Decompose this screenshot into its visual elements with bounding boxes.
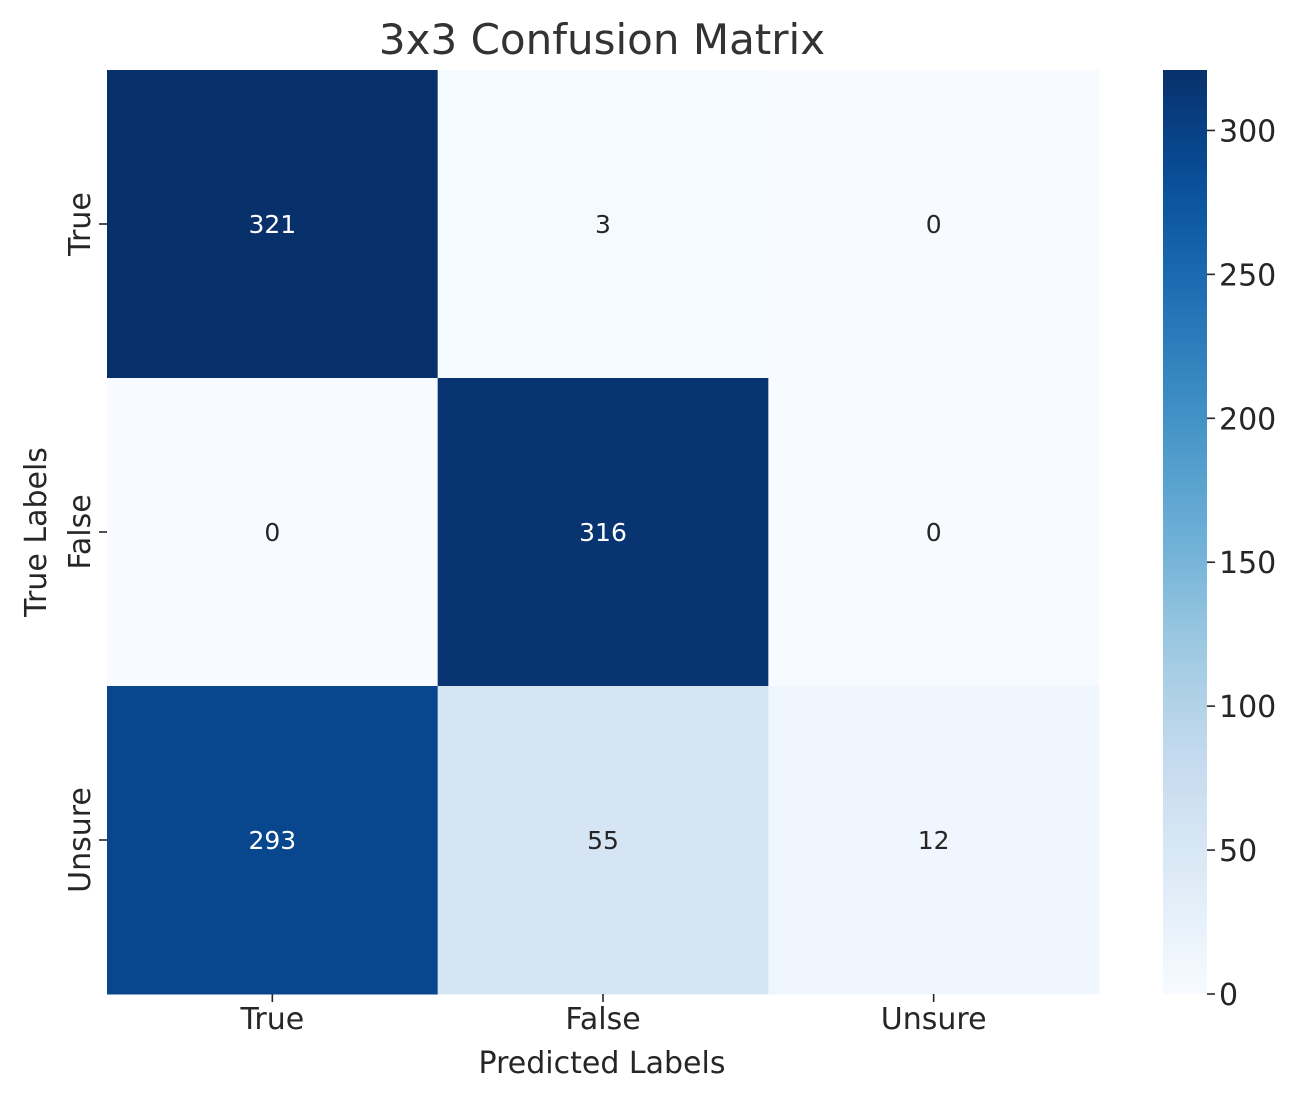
x-axis-ticks: True False Unsure: [239, 994, 987, 1037]
heatmap-cells: [107, 70, 1100, 995]
colorbar-tick-label: 300: [1219, 114, 1276, 149]
colorbar-tick-label: 150: [1219, 546, 1276, 581]
x-tick-label: Unsure: [881, 1002, 987, 1037]
x-tick-label: True: [239, 1002, 304, 1037]
chart-title: 3x3 Confusion Matrix: [379, 15, 825, 64]
colorbar-gradient: [1163, 70, 1207, 994]
heatmap-cell: [768, 378, 1100, 687]
heatmap-cell: [107, 686, 439, 995]
heatmap-cell: [437, 686, 769, 995]
colorbar-tick-label: 250: [1219, 258, 1276, 293]
cell-value-label: 55: [587, 826, 619, 855]
cell-value-label: 293: [248, 826, 296, 855]
y-axis-ticks: True False Unsure: [63, 192, 107, 893]
cell-value-label: 0: [926, 518, 942, 547]
heatmap-cell: [768, 70, 1100, 379]
cell-value-label: 3: [595, 210, 611, 239]
x-tick-label: False: [565, 1002, 640, 1037]
colorbar-ticks: 0 50 100 150 200 250 300: [1207, 114, 1276, 1013]
y-axis-label: True Labels: [19, 447, 54, 618]
y-tick-label: False: [63, 494, 98, 569]
heatmap-annotations: 321 3 0 0 316 0 293 55 12: [248, 210, 949, 855]
heatmap-cell: [107, 70, 439, 379]
colorbar-tick-label: 0: [1219, 978, 1238, 1013]
heatmap-cell: [437, 378, 769, 687]
cell-value-label: 321: [248, 210, 296, 239]
heatmap-cell: [768, 686, 1100, 995]
colorbar-tick-label: 50: [1219, 834, 1257, 869]
colorbar: [1163, 70, 1207, 994]
heatmap-cell: [437, 70, 769, 379]
cell-value-label: 316: [579, 518, 627, 547]
y-tick-label: True: [63, 192, 98, 257]
y-tick-label: Unsure: [63, 787, 98, 893]
cell-value-label: 12: [918, 826, 950, 855]
cell-value-label: 0: [264, 518, 280, 547]
cell-value-label: 0: [926, 210, 942, 239]
colorbar-tick-label: 100: [1219, 690, 1276, 725]
colorbar-tick-label: 200: [1219, 402, 1276, 437]
heatmap-cell: [107, 378, 439, 687]
x-axis-label: Predicted Labels: [479, 1046, 726, 1081]
